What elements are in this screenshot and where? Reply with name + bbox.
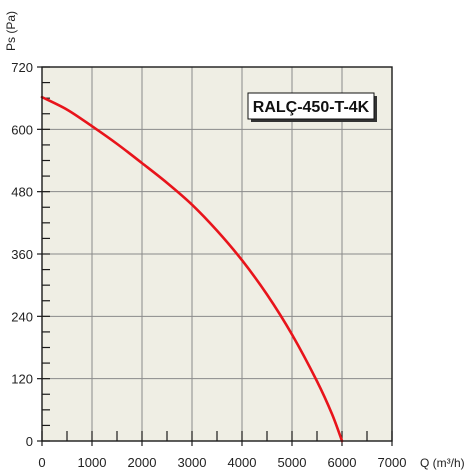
x-tick-label: 2000: [128, 455, 157, 470]
y-tick-label: 120: [11, 372, 33, 387]
x-tick-label: 4000: [228, 455, 257, 470]
x-axis-label: Q (m³/h): [420, 456, 465, 470]
fan-curve-series: [40, 95, 344, 443]
x-tick-label: 0: [38, 455, 45, 470]
model-badge-text: RALÇ-450-T-4K: [253, 99, 370, 116]
x-tick-label: 1000: [78, 455, 107, 470]
x-tick-label: 5000: [278, 455, 307, 470]
y-tick-label: 240: [11, 309, 33, 324]
x-tick-label: 3000: [178, 455, 207, 470]
y-tick-label: 0: [26, 434, 33, 449]
grid: [42, 67, 392, 441]
x-tick-label: 6000: [328, 455, 357, 470]
model-badge: RALÇ-450-T-4K: [247, 92, 377, 122]
y-tick-label: 360: [11, 247, 33, 262]
y-tick-label: 600: [11, 122, 33, 137]
y-tick-labels: 0 120 240 360 480 600 720: [11, 60, 33, 449]
model-badge-box: [247, 92, 375, 120]
x-tick-labels: 0 1000 2000 3000 4000 5000 6000 7000: [38, 455, 406, 470]
y-axis-label: Ps (Pa): [4, 11, 18, 51]
plot-frame: [41, 66, 393, 442]
y-tick-label: 720: [11, 60, 33, 75]
y-tick-label: 480: [11, 185, 33, 200]
x-tick-label: 7000: [378, 455, 407, 470]
